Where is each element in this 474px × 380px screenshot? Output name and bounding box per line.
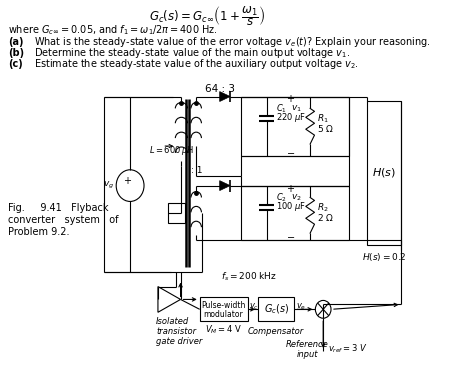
Text: +: + xyxy=(286,95,294,105)
Text: 100 $\mu$F: 100 $\mu$F xyxy=(276,200,307,213)
Bar xyxy=(258,298,294,321)
Text: Determine the steady-state value of the main output voltage $v_1$.: Determine the steady-state value of the … xyxy=(35,46,350,60)
Text: $R_2$: $R_2$ xyxy=(317,201,329,214)
Bar xyxy=(200,298,247,321)
Text: What is the steady-state value of the error voltage $v_e(t)$? Explain your reaso: What is the steady-state value of the er… xyxy=(35,35,431,49)
Text: $v_c$: $v_c$ xyxy=(249,301,259,312)
Text: $C_1$: $C_1$ xyxy=(276,102,287,115)
Text: $v_{ref} = 3$ V: $v_{ref} = 3$ V xyxy=(328,343,367,355)
Text: $-$: $-$ xyxy=(286,147,295,157)
Text: $f_s = 200$ kHz: $f_s = 200$ kHz xyxy=(221,271,277,283)
Text: Pulse-width: Pulse-width xyxy=(201,301,246,310)
Text: Estimate the steady-state value of the auxiliary output voltage $v_2$.: Estimate the steady-state value of the a… xyxy=(35,57,359,71)
Text: $v_2$: $v_2$ xyxy=(291,192,302,203)
Polygon shape xyxy=(219,92,230,101)
Bar xyxy=(367,101,401,245)
Text: $v_e$: $v_e$ xyxy=(296,301,307,312)
Text: : 1: : 1 xyxy=(191,166,202,175)
Text: $C_2$: $C_2$ xyxy=(276,191,287,204)
Text: (b): (b) xyxy=(9,48,25,58)
Text: $G_c(s) = G_{c\infty}\left(1 + \dfrac{\omega_1}{s}\right)$: $G_c(s) = G_{c\infty}\left(1 + \dfrac{\o… xyxy=(149,5,265,28)
Text: input: input xyxy=(297,350,318,359)
Text: Problem 9.2.: Problem 9.2. xyxy=(9,227,70,237)
Text: where $G_{c\infty} = 0.05$, and $f_1 = \omega_1/2\pi = 400$ Hz.: where $G_{c\infty} = 0.05$, and $f_1 = \… xyxy=(9,23,218,37)
Text: $-$: $-$ xyxy=(286,231,295,241)
Text: +: + xyxy=(286,184,294,193)
Bar xyxy=(241,97,349,156)
Text: (a): (a) xyxy=(9,37,24,47)
Text: Compensator: Compensator xyxy=(248,326,304,336)
Text: $v_g$: $v_g$ xyxy=(103,180,114,191)
Polygon shape xyxy=(219,180,230,190)
Text: 5 $\Omega$: 5 $\Omega$ xyxy=(317,123,334,134)
Text: 2 $\Omega$: 2 $\Omega$ xyxy=(317,212,334,223)
Text: $H(s) = 0.2$: $H(s) = 0.2$ xyxy=(362,251,406,263)
Text: +: + xyxy=(123,176,131,186)
Text: $G_c(s)$: $G_c(s)$ xyxy=(264,302,289,316)
Text: 220 $\mu$F: 220 $\mu$F xyxy=(276,111,307,124)
Text: (c): (c) xyxy=(9,59,23,69)
Text: gate driver: gate driver xyxy=(156,337,202,345)
Text: modulator: modulator xyxy=(203,310,243,319)
Text: Isolated: Isolated xyxy=(156,317,190,326)
Text: Fig.     9.41   Flyback: Fig. 9.41 Flyback xyxy=(9,203,109,214)
Bar xyxy=(241,185,349,240)
Text: $L = 600\,\mu$H: $L = 600\,\mu$H xyxy=(149,144,194,157)
Text: Reference: Reference xyxy=(286,340,329,350)
Text: $v_1$: $v_1$ xyxy=(291,103,302,114)
Text: transistor: transistor xyxy=(156,326,196,336)
Text: converter   system   of: converter system of xyxy=(9,215,119,225)
Text: $H(s)$: $H(s)$ xyxy=(372,166,396,179)
Text: 64 : 3: 64 : 3 xyxy=(205,84,235,93)
Bar xyxy=(167,203,185,223)
Text: $V_M = 4$ V: $V_M = 4$ V xyxy=(205,324,242,336)
Text: $R_1$: $R_1$ xyxy=(317,112,329,125)
